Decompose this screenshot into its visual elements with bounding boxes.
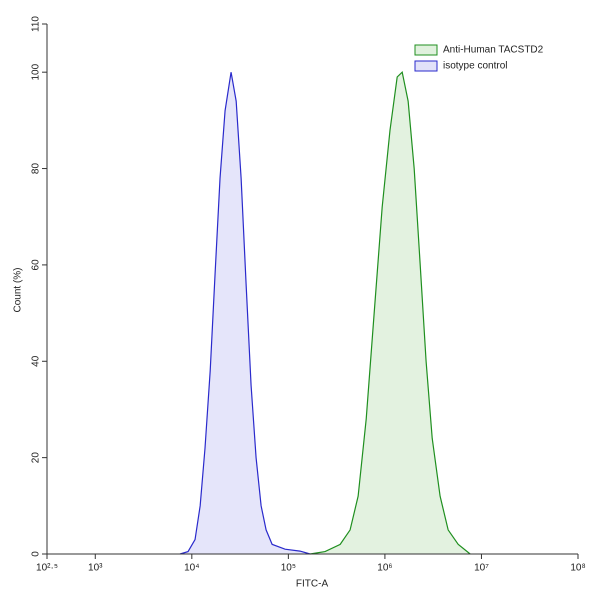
x-axis-label: FITC-A	[296, 579, 329, 590]
histogram-area	[179, 72, 311, 555]
y-tick-label: 0	[31, 551, 42, 557]
x-tick-label: 10⁷	[474, 563, 489, 574]
y-tick-label: 20	[31, 452, 42, 464]
x-tick-label: 10³	[88, 563, 103, 574]
x-tick-label: 10⁸	[570, 563, 585, 574]
y-axis-label: Count (%)	[13, 267, 24, 312]
x-tick-label: 10⁶	[377, 563, 392, 574]
histogram-area	[310, 70, 471, 555]
legend-swatch	[414, 60, 438, 72]
legend-swatch	[414, 44, 438, 56]
x-tick-label: 10⁵	[281, 563, 296, 574]
x-tick-label: 10⁴	[184, 563, 199, 574]
x-tick-label: 10²·⁵	[36, 563, 58, 574]
legend-label: Anti-Human TACSTD2	[443, 45, 544, 56]
legend-label: isotype control	[443, 61, 507, 72]
y-tick-label: 100	[31, 63, 42, 80]
y-tick-label: 40	[31, 355, 42, 367]
y-tick-label: 60	[31, 259, 42, 271]
y-tick-label: 80	[31, 163, 42, 175]
y-tick-label: 110	[31, 16, 42, 32]
